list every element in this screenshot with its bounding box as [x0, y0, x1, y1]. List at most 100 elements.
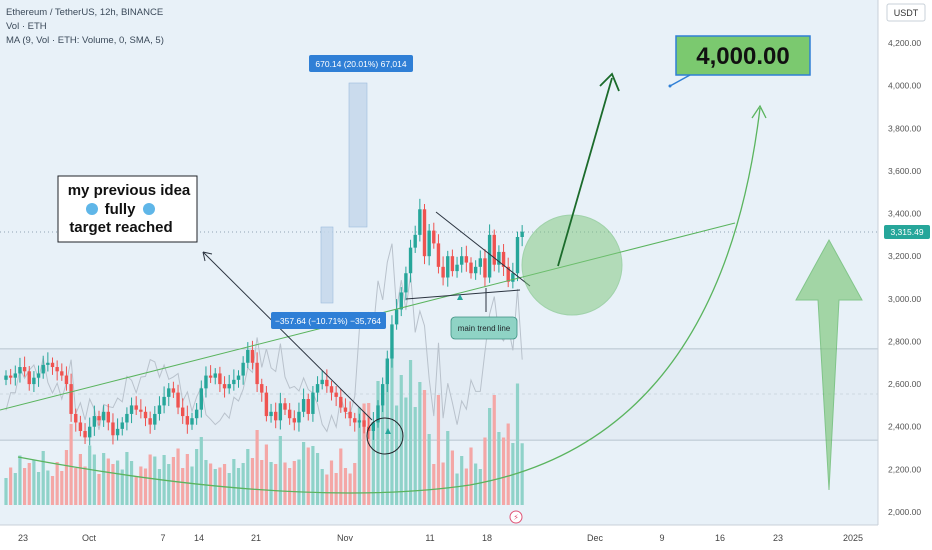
- currency-badge: [886, 3, 926, 22]
- candle-body: [101, 411, 106, 421]
- volume-bar: [199, 437, 203, 505]
- price-tick-label: 2,000.00: [888, 507, 921, 517]
- candle-body: [269, 411, 273, 417]
- time-tick-label: 16: [715, 533, 725, 543]
- volume-bar: [139, 466, 143, 505]
- volume-bar: [334, 473, 338, 505]
- candle-body: [181, 407, 185, 417]
- candle-body: [348, 411, 352, 419]
- candle-body: [390, 324, 394, 359]
- candle-body: [194, 409, 199, 419]
- candle-body: [41, 364, 45, 374]
- time-tick-label: 9: [659, 533, 664, 543]
- measure-up-text: 670.14 (20.01%) 67,014: [315, 59, 406, 69]
- candle-body: [88, 426, 92, 438]
- volume-bar: [292, 461, 296, 505]
- measure-down-zone: [320, 226, 334, 304]
- volume-bar: [478, 469, 482, 505]
- candle-body: [32, 377, 36, 385]
- candle-body: [422, 209, 427, 257]
- target-zone-circle: [521, 214, 623, 316]
- candle-body: [153, 413, 157, 425]
- volume-bar: [116, 460, 120, 505]
- volume-bar: [69, 424, 73, 505]
- candle-body: [143, 411, 148, 419]
- candle-body: [162, 396, 166, 406]
- candle-body: [413, 234, 417, 248]
- candle-body: [492, 234, 496, 265]
- candle-body: [69, 384, 73, 414]
- volume-bar: [129, 461, 134, 505]
- volume-bar: [506, 423, 510, 505]
- volume-bar: [404, 397, 408, 505]
- volume-bar: [515, 383, 520, 505]
- candle-body: [213, 373, 217, 378]
- volume-bar: [64, 450, 69, 505]
- volume-bar: [255, 430, 259, 505]
- candle-body: [436, 243, 441, 267]
- candle-body: [404, 273, 408, 293]
- candle-body: [97, 416, 101, 421]
- price-tick-label: 2,400.00: [888, 422, 921, 432]
- triangle-lower-line: [405, 289, 521, 300]
- volume-bar: [339, 448, 343, 505]
- volume-bar: [362, 403, 366, 505]
- target-label-box: [675, 35, 811, 76]
- volume-bar: [157, 469, 162, 505]
- candle-body: [306, 399, 310, 414]
- currency-label: USDT: [894, 8, 919, 18]
- volume-bar: [46, 470, 50, 505]
- measure-down-tag: [271, 312, 386, 329]
- volume-bar: [427, 434, 431, 505]
- candle-body: [357, 420, 362, 423]
- big-up-arrow: [795, 238, 863, 491]
- volume-bar: [204, 460, 208, 505]
- volume-bar: [209, 463, 213, 505]
- legend-volume: Vol · ETH: [6, 21, 47, 32]
- candle-body: [418, 209, 422, 235]
- volume-bar: [436, 395, 441, 505]
- target-label-pointer: [669, 74, 691, 87]
- volume-bar: [450, 450, 454, 505]
- volume-bar: [371, 422, 375, 505]
- candle-body: [469, 262, 473, 274]
- candle-body: [311, 392, 315, 414]
- current-price-text: 3,315.49: [890, 227, 923, 237]
- time-tick-label: 23: [18, 533, 28, 543]
- volume-bar: [274, 464, 278, 505]
- volume-bar: [18, 455, 22, 505]
- volume-bar: [278, 436, 282, 505]
- volume-bar: [227, 473, 231, 505]
- trend-line-label-box: [450, 316, 518, 340]
- volume-bar: [41, 451, 45, 505]
- volume-bar: [32, 459, 36, 505]
- volume-bar: [511, 443, 515, 505]
- candle-body: [450, 256, 455, 272]
- volume-bar: [143, 468, 148, 505]
- volume-bar: [283, 462, 287, 505]
- candle-body: [376, 405, 380, 423]
- candle-body: [520, 231, 524, 237]
- candle-body: [287, 409, 292, 419]
- volume-bar: [357, 407, 361, 505]
- volume-bar: [13, 473, 17, 505]
- emoji-icon: [143, 203, 155, 215]
- volume-bar: [455, 473, 459, 505]
- candle-body: [218, 373, 222, 385]
- volume-bar: [23, 468, 27, 505]
- candle-body: [176, 392, 180, 408]
- volume-bar: [483, 437, 487, 505]
- volume-bar: [315, 453, 320, 505]
- volume-bar: [176, 448, 180, 505]
- candle-body: [227, 384, 231, 389]
- price-tick-label: 3,600.00: [888, 166, 921, 176]
- volume-bar: [241, 463, 245, 505]
- volume-bar: [297, 459, 301, 505]
- time-tick-label: 23: [773, 533, 783, 543]
- candle-body: [36, 373, 41, 378]
- candle-body: [190, 418, 194, 425]
- candle-body: [134, 405, 138, 410]
- candle-body: [199, 388, 203, 410]
- candle-body: [246, 349, 250, 363]
- candle-body: [50, 362, 55, 368]
